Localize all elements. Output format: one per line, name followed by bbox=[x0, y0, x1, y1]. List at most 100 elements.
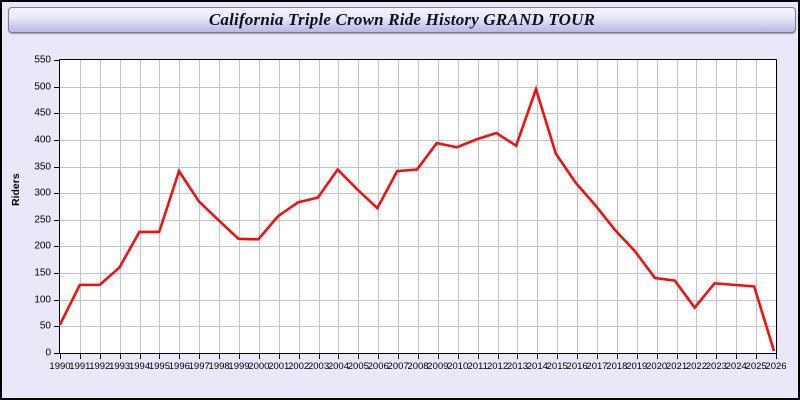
y-axis-tick-label: 200 bbox=[34, 240, 51, 252]
x-axis-tick-label: 2007 bbox=[387, 361, 409, 372]
y-axis-tick-label: 450 bbox=[34, 107, 51, 119]
gridline-vertical bbox=[756, 60, 757, 353]
gridline-vertical bbox=[319, 60, 320, 353]
y-axis-tick-mark bbox=[54, 273, 59, 275]
x-axis-tick-label: 1997 bbox=[188, 361, 210, 372]
x-axis-tick-label: 2018 bbox=[606, 361, 628, 372]
x-axis-tick-mark bbox=[597, 354, 598, 359]
x-axis-tick-label: 2006 bbox=[367, 361, 389, 372]
x-axis-tick-mark bbox=[616, 354, 618, 359]
y-axis-tick-mark bbox=[54, 353, 59, 354]
y-axis-tick-label: 100 bbox=[34, 294, 51, 306]
y-axis-tick-mark bbox=[54, 299, 59, 301]
gridline-vertical bbox=[577, 60, 578, 353]
y-axis-tick-mark bbox=[54, 139, 59, 141]
gridline-vertical bbox=[637, 60, 638, 353]
x-axis-tick-label: 2024 bbox=[725, 361, 747, 372]
x-axis-tick-mark bbox=[736, 354, 738, 359]
x-axis-tick-mark bbox=[338, 354, 340, 359]
x-axis-tick-label: 2026 bbox=[765, 361, 787, 372]
y-axis-tick-mark bbox=[54, 60, 59, 61]
x-axis-tick-mark bbox=[756, 354, 758, 359]
gridline-vertical bbox=[478, 60, 479, 353]
x-axis-tick-mark bbox=[99, 354, 101, 359]
x-axis-tick-mark bbox=[557, 354, 559, 359]
x-axis-tick-label: 1990 bbox=[49, 361, 71, 372]
x-axis-tick-mark bbox=[79, 354, 81, 359]
x-axis-tick-mark bbox=[517, 354, 519, 359]
x-axis-tick-label: 2022 bbox=[685, 361, 708, 372]
x-axis-tick-mark bbox=[239, 354, 240, 359]
y-axis-tick-label: 250 bbox=[34, 214, 51, 226]
y-axis-tick-label: 0 bbox=[45, 347, 51, 359]
x-axis-tick-label: 2008 bbox=[407, 361, 429, 372]
x-axis-tick-label: 2025 bbox=[745, 361, 767, 372]
y-axis-tick-mark bbox=[54, 113, 59, 115]
x-axis-tick-mark bbox=[199, 354, 201, 359]
x-axis-tick-mark bbox=[457, 354, 459, 359]
x-axis-tick-mark bbox=[716, 354, 718, 359]
x-axis-tick-label: 1995 bbox=[148, 361, 171, 372]
x-axis-tick-label: 2005 bbox=[347, 361, 369, 372]
y-axis-tick-mark bbox=[54, 166, 59, 168]
x-axis-tick-label: 1996 bbox=[168, 361, 190, 372]
gridline-vertical bbox=[159, 60, 160, 353]
x-axis-tick-mark bbox=[60, 354, 61, 359]
x-axis-tick-label: 2016 bbox=[566, 361, 588, 372]
x-axis-tick-mark bbox=[418, 354, 419, 359]
series-polyline bbox=[58, 84, 776, 352]
gridline-vertical bbox=[418, 60, 419, 353]
gridline-vertical bbox=[140, 60, 141, 353]
page-title: California Triple Crown Ride History GRA… bbox=[208, 10, 596, 29]
y-axis-tick-label: 150 bbox=[34, 267, 51, 279]
gridline-vertical bbox=[537, 60, 538, 353]
x-axis-tick-label: 2012 bbox=[486, 361, 509, 372]
x-axis-tick-mark bbox=[676, 354, 678, 359]
x-axis-tick-mark bbox=[776, 354, 777, 359]
gridline-vertical bbox=[557, 60, 558, 353]
y-axis-tick-mark bbox=[54, 86, 59, 88]
y-axis-tick-label: 550 bbox=[34, 54, 51, 66]
y-axis-tick-mark bbox=[54, 219, 59, 221]
x-axis-tick-label: 2020 bbox=[646, 361, 668, 372]
x-axis-tick-label: 2001 bbox=[268, 361, 290, 372]
gridline-vertical bbox=[279, 60, 280, 353]
x-axis-tick-label: 2013 bbox=[506, 361, 529, 372]
x-axis-tick-label: 2014 bbox=[526, 361, 548, 372]
x-axis-tick-label: 1998 bbox=[208, 361, 230, 372]
gridline-vertical bbox=[199, 60, 200, 353]
x-axis-tick-label: 2011 bbox=[467, 361, 488, 372]
x-axis-tick-mark bbox=[577, 354, 579, 359]
y-axis-tick-label: 400 bbox=[34, 134, 51, 146]
x-axis-tick-mark bbox=[437, 354, 439, 359]
gridline-vertical bbox=[80, 60, 81, 353]
x-axis-tick-mark bbox=[537, 354, 539, 359]
x-axis-tick-mark bbox=[258, 354, 260, 359]
gridline-vertical bbox=[657, 60, 658, 353]
x-axis-tick-mark bbox=[378, 354, 380, 359]
gridline-vertical bbox=[179, 60, 180, 353]
gridline-vertical bbox=[617, 60, 618, 353]
x-axis-tick-mark bbox=[159, 354, 161, 359]
x-axis-tick-label: 1993 bbox=[109, 361, 131, 372]
gridline-vertical bbox=[438, 60, 439, 353]
x-axis-tick-label: 2002 bbox=[288, 361, 310, 372]
gridline-vertical bbox=[299, 60, 300, 353]
gridline-vertical bbox=[120, 60, 121, 353]
y-axis-tick-label: 350 bbox=[34, 161, 51, 173]
x-axis-tick-label: 2015 bbox=[546, 361, 568, 372]
chart-panel: Riders 0 50 100 150 200 250 300 350 400 450 500 550… bbox=[8, 38, 796, 396]
x-axis-tick-label: 2003 bbox=[307, 361, 330, 372]
x-axis-tick-mark bbox=[139, 354, 141, 359]
x-axis-tick-mark bbox=[477, 354, 479, 359]
y-axis-tick-mark bbox=[54, 326, 59, 328]
x-axis-tick-mark bbox=[278, 354, 280, 359]
x-axis-tick-mark bbox=[219, 354, 221, 359]
line-series-riders bbox=[58, 84, 776, 352]
y-axis-tick-label: 50 bbox=[39, 320, 51, 332]
gridline-vertical bbox=[677, 60, 678, 353]
x-axis-tick-label: 1999 bbox=[228, 361, 250, 372]
y-axis-tick-mark bbox=[54, 193, 59, 195]
window-title-bar: California Triple Crown Ride History GRA… bbox=[8, 7, 796, 33]
